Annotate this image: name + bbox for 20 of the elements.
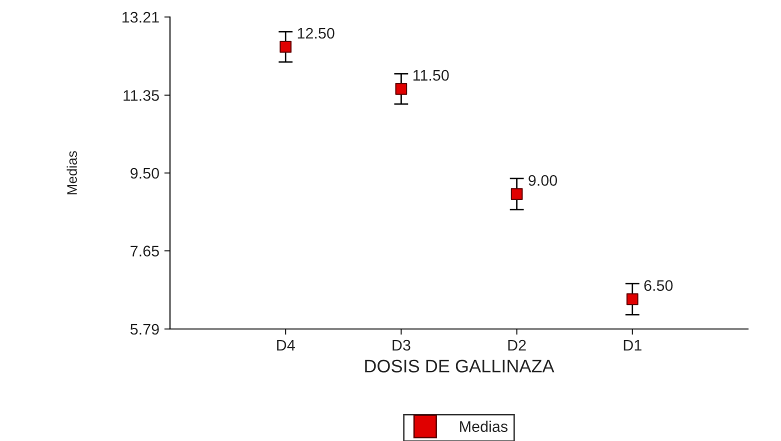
- point: [626, 293, 638, 306]
- x-tick-label: D3: [392, 340, 410, 351]
- data-label: 12.50: [298, 28, 334, 39]
- data-label: 11.50: [413, 70, 449, 81]
- legend-label: Medias: [460, 420, 508, 432]
- x-axis-title: DOSIS DE GALLINAZA: [365, 360, 554, 372]
- point: [395, 82, 408, 95]
- x-tick-label: D4: [277, 340, 295, 350]
- x-tick-label: D1: [624, 340, 642, 350]
- point: [280, 40, 292, 53]
- x-tick-label: D2: [508, 340, 526, 350]
- y-tick-label: 13.21: [122, 12, 159, 23]
- y-tick-label: 5.79: [130, 324, 159, 335]
- data-label: 9.00: [528, 175, 558, 186]
- y-tick-label: 9.50: [130, 168, 159, 179]
- data-label: 6.50: [644, 280, 673, 291]
- y-tick-label: 11.35: [124, 90, 159, 101]
- y-axis-title: Medias: [66, 151, 77, 194]
- point: [510, 188, 523, 200]
- y-tick-label: 7.65: [130, 246, 159, 256]
